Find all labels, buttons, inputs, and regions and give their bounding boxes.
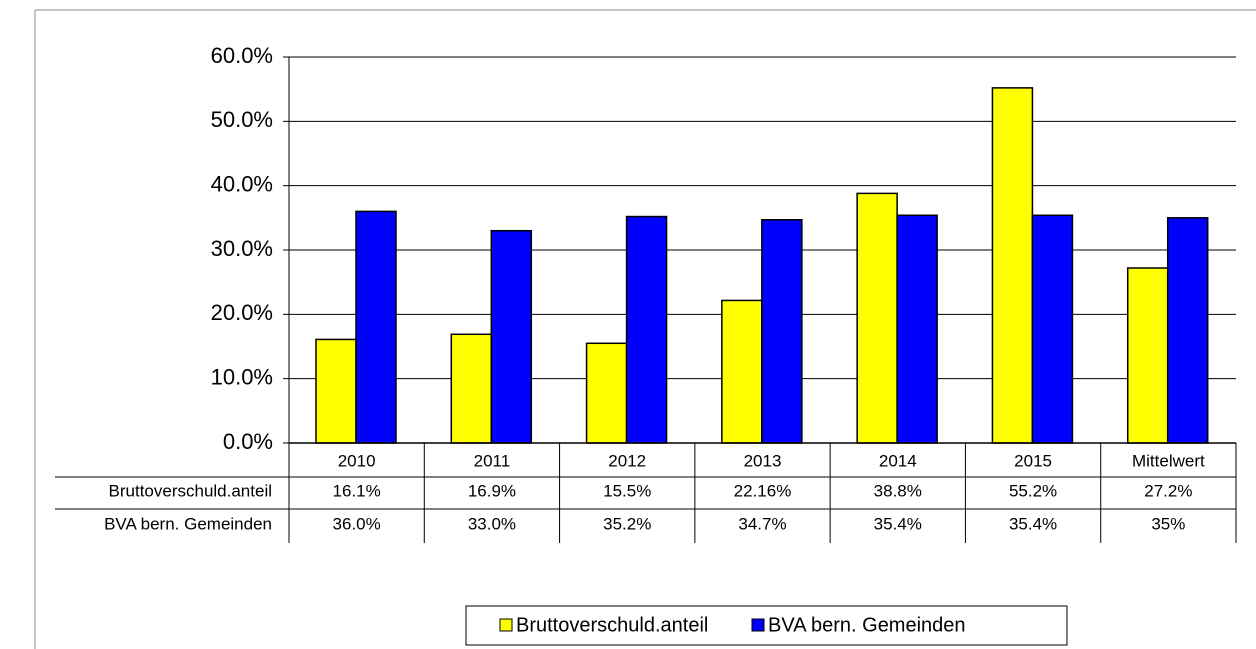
legend-label: Bruttoverschuld.anteil (516, 614, 708, 636)
legend-swatch (751, 618, 765, 632)
table-value: 38.8% (874, 481, 922, 500)
bar (761, 219, 803, 444)
x-tick-label: 2014 (879, 451, 917, 470)
bar (991, 87, 1034, 444)
table-value: 16.1% (333, 481, 381, 500)
x-tick-label: 2010 (338, 451, 376, 470)
y-tick-label: 20.0% (211, 300, 273, 325)
table-value: 27.2% (1144, 481, 1192, 500)
bar (490, 229, 533, 444)
bar (315, 338, 357, 444)
x-tick-label: 2013 (744, 451, 782, 470)
table-value: 33.0% (468, 514, 516, 533)
bar (856, 192, 898, 444)
bar (1166, 217, 1209, 444)
bar (1031, 214, 1074, 444)
table-value: 15.5% (603, 481, 651, 500)
table-value: 35% (1151, 514, 1185, 533)
row-label: Bruttoverschuld.anteil (109, 481, 272, 500)
bar (585, 342, 628, 444)
table-value: 22.16% (734, 481, 792, 500)
y-tick-label: 40.0% (211, 171, 273, 196)
table-value: 35.4% (874, 514, 922, 533)
bar (625, 215, 668, 444)
bar (896, 214, 938, 444)
y-tick-label: 60.0% (211, 43, 273, 68)
table-value: 36.0% (333, 514, 381, 533)
bar (1126, 267, 1169, 444)
table-value: 35.2% (603, 514, 651, 533)
legend-swatch (499, 618, 513, 632)
table-value: 16.9% (468, 481, 516, 500)
bar (721, 299, 763, 444)
x-tick-label: 2012 (608, 451, 646, 470)
x-tick-label: 2015 (1014, 451, 1052, 470)
legend-box (465, 605, 1068, 646)
row-label: BVA bern. Gemeinden (104, 514, 272, 533)
x-tick-label: 2011 (474, 451, 511, 470)
table-value: 34.7% (738, 514, 786, 533)
y-tick-label: 50.0% (211, 107, 273, 132)
bar (355, 210, 397, 444)
y-tick-label: 30.0% (211, 236, 273, 261)
bar (450, 333, 493, 444)
legend-label: BVA bern. Gemeinden (768, 614, 966, 636)
y-tick-label: 10.0% (211, 364, 273, 389)
table-value: 35.4% (1009, 514, 1057, 533)
table-value: 55.2% (1009, 481, 1057, 500)
y-tick-label: 0.0% (223, 429, 273, 454)
x-tick-label: Mittelwert (1132, 451, 1205, 470)
